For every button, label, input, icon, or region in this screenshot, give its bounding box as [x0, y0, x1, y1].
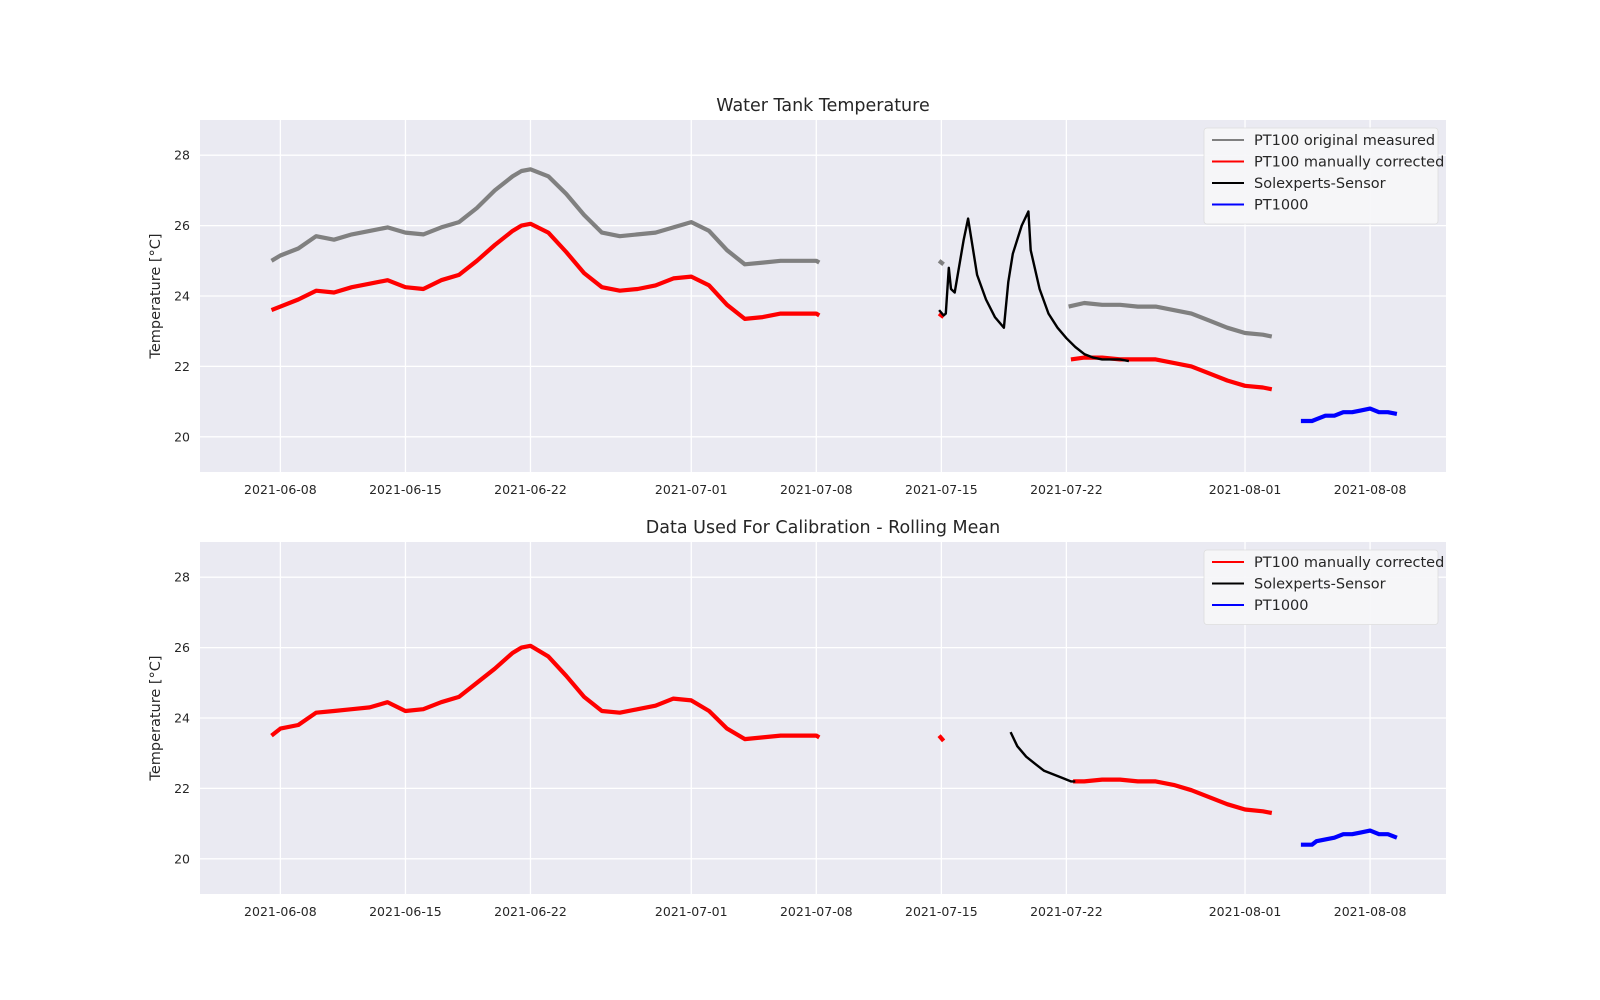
x-tick-label: 2021-06-08	[244, 904, 317, 919]
x-tick-label: 2021-07-15	[905, 904, 978, 919]
y-tick-label: 22	[174, 781, 190, 796]
y-axis-label: Temperature [°C]	[148, 233, 164, 359]
legend-box	[1203, 549, 1439, 625]
y-tick-label: 28	[174, 148, 190, 163]
x-tick-label: 2021-07-01	[655, 482, 728, 497]
x-tick-label: 2021-06-08	[244, 482, 317, 497]
series-pt1000	[1300, 828, 1398, 847]
series-pt100-original-measured	[270, 167, 1273, 339]
series-line	[1070, 355, 1273, 392]
y-tick-label: 20	[174, 429, 190, 444]
series-line	[1300, 828, 1398, 847]
x-tick-label: 2021-06-22	[494, 904, 567, 919]
legend-label: PT100 original measured	[1254, 133, 1435, 149]
legend-label: PT100 manually corrected	[1254, 155, 1444, 171]
y-tick-label: 26	[174, 218, 190, 233]
x-tick-label: 2021-06-15	[369, 904, 442, 919]
grid	[200, 542, 1446, 894]
legend: PT100 original measured PT100 manually co…	[1203, 127, 1444, 225]
y-tick-label: 20	[174, 851, 190, 866]
x-tick-label: 2021-07-22	[1030, 482, 1103, 497]
x-tick-label: 2021-08-01	[1209, 482, 1282, 497]
series-line	[270, 221, 821, 321]
series-pt100-manually-corrected	[270, 643, 1273, 816]
y-tick-label: 26	[174, 640, 190, 655]
y-tick-label: 24	[174, 289, 190, 304]
x-tick-label: 2021-07-08	[780, 482, 853, 497]
x-tick-label: 2021-07-08	[780, 904, 853, 919]
series-line	[937, 311, 945, 319]
chart-title: Data Used For Calibration - Rolling Mean	[646, 518, 1000, 538]
series-pt1000	[1300, 406, 1398, 424]
series-line	[937, 734, 946, 743]
legend: PT100 manually corrected Solexperts-Senso…	[1203, 549, 1444, 625]
series-solexperts-sensor	[1009, 731, 1076, 783]
y-tick-label: 24	[174, 711, 190, 726]
x-tick-label: 2021-06-22	[494, 482, 567, 497]
series-line	[1068, 300, 1273, 339]
legend-label: PT1000	[1254, 598, 1309, 614]
series-line	[938, 210, 1130, 363]
x-tick-label: 2021-06-15	[369, 482, 442, 497]
series-line	[270, 643, 821, 742]
series-line	[1300, 406, 1398, 424]
x-tick-label: 2021-07-01	[655, 904, 728, 919]
series-line	[1073, 777, 1273, 816]
chart-title: Water Tank Temperature	[716, 96, 929, 116]
y-tick-label: 28	[174, 570, 190, 585]
y-axis-label: Temperature [°C]	[148, 655, 164, 781]
series-line	[937, 259, 945, 266]
chart-panel-1: 2021-06-08 2021-06-15 2021-06-22 2021-07-01…	[148, 96, 1446, 497]
x-tick-label: 2021-07-15	[905, 482, 978, 497]
chart-panel-2: 2021-06-08 2021-06-15 2021-06-22 2021-07-01…	[148, 518, 1446, 919]
y-tick-label: 22	[174, 359, 190, 374]
legend-label: PT100 manually corrected	[1254, 555, 1444, 571]
x-tick-label: 2021-08-01	[1209, 904, 1282, 919]
series-line	[1009, 731, 1076, 783]
x-tick-label: 2021-08-08	[1334, 904, 1407, 919]
legend-label: PT1000	[1254, 198, 1309, 214]
legend-label: Solexperts-Sensor	[1254, 176, 1386, 192]
series-solexperts-sensor	[938, 210, 1130, 363]
x-tick-label: 2021-07-22	[1030, 904, 1103, 919]
x-tick-label: 2021-08-08	[1334, 482, 1407, 497]
legend-label: Solexperts-Sensor	[1254, 577, 1386, 593]
series-pt100-manually-corrected	[270, 221, 1273, 392]
series-line	[270, 167, 821, 267]
legend-box	[1203, 127, 1439, 225]
